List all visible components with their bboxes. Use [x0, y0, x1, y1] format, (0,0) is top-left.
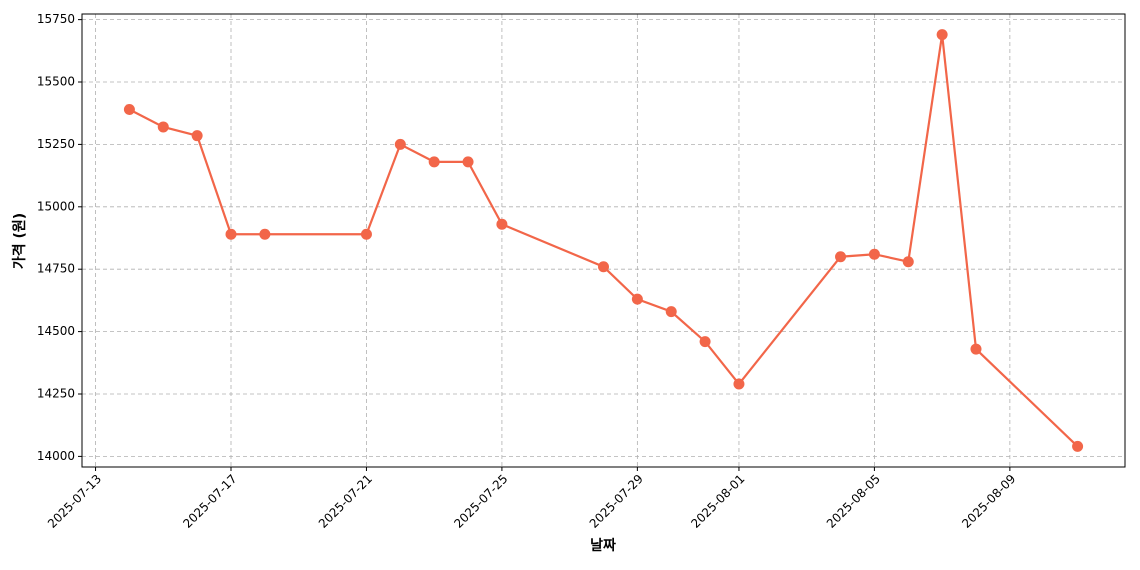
x-tick-label: 2025-08-01 — [688, 472, 747, 531]
point — [428, 156, 440, 168]
y-tick-label: 14500 — [37, 324, 75, 338]
point — [1072, 440, 1084, 452]
point — [123, 103, 135, 115]
point — [496, 218, 508, 230]
x-axis-title: 날짜 — [590, 538, 616, 554]
x-tick-label: 2025-07-13 — [45, 472, 104, 531]
x-tick-label: 2025-08-09 — [959, 472, 1018, 531]
point — [835, 251, 847, 263]
y-tick-label: 15000 — [37, 199, 75, 213]
x-tick-label: 2025-07-17 — [180, 472, 239, 531]
point — [631, 293, 643, 305]
point — [259, 228, 271, 240]
point — [733, 378, 745, 390]
y-tick-label: 15250 — [37, 137, 75, 151]
point — [225, 228, 237, 240]
y-tick-label: 14000 — [37, 449, 75, 463]
line — [128, 34, 1079, 448]
point — [665, 306, 677, 318]
x-tick-label: 2025-08-05 — [824, 472, 883, 531]
x-tick-label: 2025-07-29 — [587, 472, 646, 531]
point — [970, 343, 982, 355]
point — [191, 130, 203, 142]
point — [598, 261, 609, 273]
point — [699, 336, 711, 348]
x-tick-label: 2025-07-25 — [451, 472, 510, 531]
y-axis-title: 가격 (원) — [11, 213, 28, 269]
point — [157, 121, 169, 133]
y-tick-label: 15500 — [37, 75, 75, 89]
y-tick-label: 14750 — [37, 262, 75, 276]
point — [360, 228, 372, 240]
point — [936, 29, 948, 41]
point — [902, 256, 914, 268]
point — [394, 138, 406, 150]
plot-frame — [81, 13, 1126, 468]
point — [868, 248, 880, 260]
point — [462, 156, 474, 168]
x-tick-label: 2025-07-21 — [316, 472, 375, 531]
y-tick-label: 14250 — [37, 386, 75, 400]
y-tick-label: 15750 — [37, 12, 75, 26]
